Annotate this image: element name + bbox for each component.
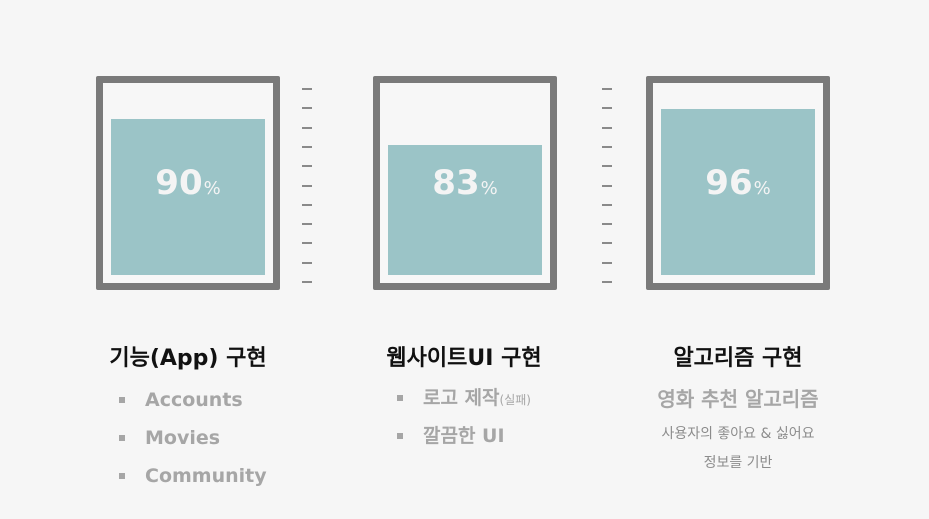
algorithm-subtitle: 영화 추천 알고리즘 — [657, 387, 819, 411]
web-ui-progress-gauge: 83% — [373, 76, 557, 290]
algorithm-description-line-2: 정보를 기반 — [703, 455, 773, 471]
scale-tick — [302, 184, 312, 187]
scale-tick — [602, 242, 612, 245]
algorithm-progress-gauge: 96% — [646, 76, 830, 290]
scale-tick — [302, 126, 312, 129]
scale-tick — [602, 165, 612, 168]
web-ui-progress-value: 83% — [380, 166, 550, 200]
scale-ticks-2 — [602, 80, 616, 290]
scale-tick — [602, 223, 612, 226]
list-item: 깔끔한 UI — [395, 417, 531, 455]
scale-tick — [602, 107, 612, 110]
scale-tick — [602, 261, 612, 264]
web-ui-section-title: 웹사이트UI 구현 — [386, 346, 542, 371]
app-progress-gauge: 90% — [96, 76, 280, 290]
scale-tick — [302, 281, 312, 283]
algorithm-description-line-1: 사용자의 좋아요 & 싫어요 — [661, 426, 815, 442]
scale-tick — [302, 88, 312, 90]
scale-ticks-1 — [302, 80, 316, 290]
scale-tick — [602, 145, 612, 148]
list-item: Movies — [117, 419, 267, 457]
app-progress-value: 90% — [103, 166, 273, 200]
scale-tick — [302, 165, 312, 168]
algorithm-progress-fill — [661, 109, 815, 275]
scale-tick — [602, 281, 612, 283]
scale-tick — [602, 203, 612, 206]
app-progress-fill — [111, 119, 265, 275]
list-item-text: 깔끔한 UI — [423, 425, 505, 447]
app-feature-list: Accounts Movies Community — [117, 381, 267, 495]
algorithm-progress-unit: % — [753, 178, 771, 199]
app-progress-number: 90 — [155, 163, 203, 203]
algorithm-progress-value: 96% — [653, 166, 823, 200]
list-item: Accounts — [117, 381, 267, 419]
scale-tick — [302, 107, 312, 110]
scale-tick — [602, 126, 612, 129]
list-item: Community — [117, 457, 267, 495]
scale-tick — [302, 223, 312, 226]
scale-tick — [302, 242, 312, 245]
web-ui-progress-number: 83 — [432, 163, 480, 203]
web-ui-progress-fill — [388, 145, 542, 275]
list-item: 로고 제작(실패) — [395, 379, 531, 417]
scale-tick — [302, 145, 312, 148]
app-section-title: 기능(App) 구현 — [109, 346, 267, 371]
list-item-text: 로고 제작 — [423, 387, 500, 409]
scale-tick — [302, 203, 312, 206]
list-item-note: (실패) — [499, 393, 531, 407]
web-ui-feature-list: 로고 제작(실패) 깔끔한 UI — [395, 379, 531, 455]
web-ui-progress-unit: % — [480, 178, 498, 199]
scale-tick — [602, 184, 612, 187]
algorithm-section-title: 알고리즘 구현 — [673, 346, 803, 371]
scale-tick — [602, 88, 612, 90]
scale-tick — [302, 261, 312, 264]
app-progress-unit: % — [203, 178, 221, 199]
algorithm-progress-number: 96 — [705, 163, 753, 203]
